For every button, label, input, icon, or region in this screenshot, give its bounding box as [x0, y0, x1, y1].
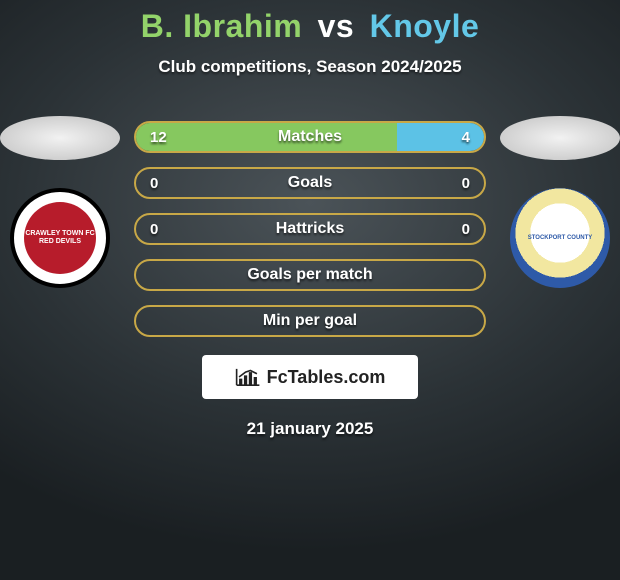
bar-right-value: 4 [462, 123, 470, 151]
stat-bar: Matches12 4 [134, 121, 486, 153]
team1-name: CRAWLEY TOWN FC [25, 230, 94, 238]
player1-avatar [0, 116, 120, 160]
player1-team-badge: CRAWLEY TOWN FC RED DEVILS [10, 188, 110, 288]
chart-icon [235, 366, 261, 388]
brand-badge: FcTables.com [202, 355, 418, 399]
bar-left-value: 12 [150, 123, 167, 151]
comparison-title: B. Ibrahim vs Knoyle [0, 8, 620, 45]
bar-left-value: 0 [150, 169, 158, 197]
player2-avatar [500, 116, 620, 160]
subtitle: Club competitions, Season 2024/2025 [0, 57, 620, 77]
bar-label: Goals [136, 169, 484, 197]
bar-label: Goals per match [136, 261, 484, 289]
bar-right-value: 0 [462, 169, 470, 197]
bar-label: Hattricks [136, 215, 484, 243]
stat-bar: Goals per match [134, 259, 486, 291]
player2-name: Knoyle [370, 8, 480, 44]
player1-team-badge-inner: CRAWLEY TOWN FC RED DEVILS [24, 202, 96, 274]
bar-label: Min per goal [136, 307, 484, 335]
player2-side: STOCKPORT COUNTY [500, 116, 620, 288]
date-label: 21 january 2025 [0, 419, 620, 439]
player1-side: CRAWLEY TOWN FC RED DEVILS [0, 116, 120, 288]
bar-left-value: 0 [150, 215, 158, 243]
team1-sub: RED DEVILS [39, 238, 81, 246]
vs-label: vs [318, 8, 355, 44]
brand-text: FcTables.com [267, 367, 386, 388]
bar-right-value: 0 [462, 215, 470, 243]
stat-bar: Hattricks0 0 [134, 213, 486, 245]
bar-label: Matches [136, 123, 484, 151]
player2-team-badge: STOCKPORT COUNTY [510, 188, 610, 288]
content: B. Ibrahim vs Knoyle Club competitions, … [0, 0, 620, 580]
stat-bar: Min per goal [134, 305, 486, 337]
team2-name: STOCKPORT COUNTY [528, 235, 593, 242]
stat-bar: Goals0 0 [134, 167, 486, 199]
player1-name: B. Ibrahim [141, 8, 302, 44]
